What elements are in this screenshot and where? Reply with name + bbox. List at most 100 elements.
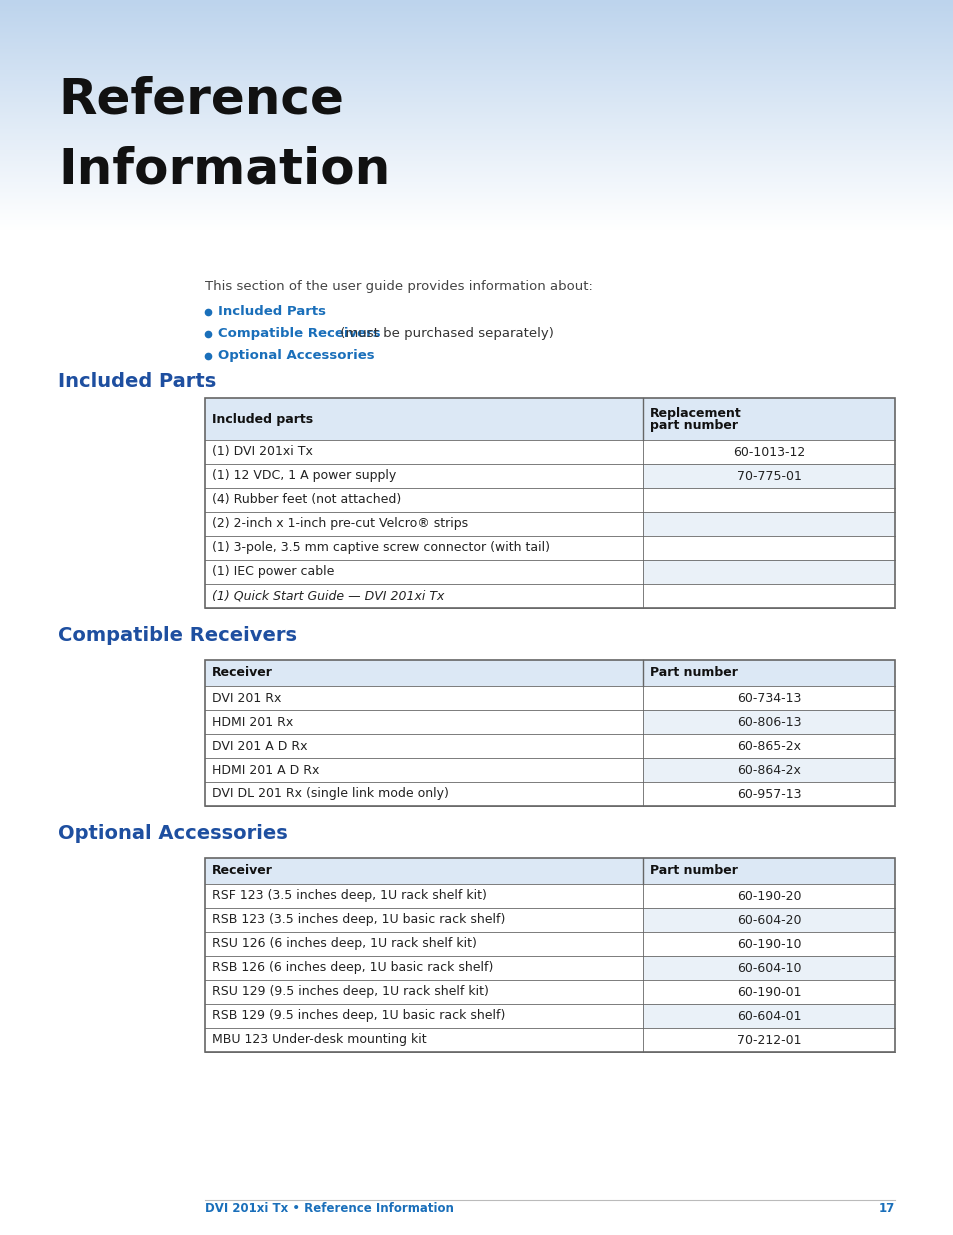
Text: RSB 123 (3.5 inches deep, 1U basic rack shelf): RSB 123 (3.5 inches deep, 1U basic rack … <box>212 914 505 926</box>
Bar <box>205 536 894 559</box>
Text: RSU 129 (9.5 inches deep, 1U rack shelf kit): RSU 129 (9.5 inches deep, 1U rack shelf … <box>212 986 488 999</box>
Bar <box>205 884 894 908</box>
Bar <box>642 734 894 758</box>
Text: 60-190-10: 60-190-10 <box>736 937 801 951</box>
Bar <box>205 858 894 1052</box>
Text: RSF 123 (3.5 inches deep, 1U rack shelf kit): RSF 123 (3.5 inches deep, 1U rack shelf … <box>212 889 486 903</box>
Bar <box>642 536 894 559</box>
Bar <box>205 398 894 608</box>
Bar <box>642 464 894 488</box>
Text: DVI DL 201 Rx (single link mode only): DVI DL 201 Rx (single link mode only) <box>212 788 449 800</box>
Bar <box>642 782 894 806</box>
Text: Reference: Reference <box>58 75 343 124</box>
Bar <box>205 513 894 536</box>
Bar <box>642 659 894 685</box>
Bar <box>642 488 894 513</box>
Bar <box>205 559 894 584</box>
Bar <box>205 584 894 608</box>
Text: 60-864-2x: 60-864-2x <box>737 763 801 777</box>
Bar <box>642 440 894 464</box>
Text: DVI 201xi Tx • Reference Information: DVI 201xi Tx • Reference Information <box>205 1202 454 1215</box>
Text: 70-775-01: 70-775-01 <box>736 469 801 483</box>
Bar <box>205 659 894 806</box>
Text: Included parts: Included parts <box>212 412 313 426</box>
Text: Receiver: Receiver <box>212 667 273 679</box>
Text: Optional Accessories: Optional Accessories <box>218 350 375 362</box>
Text: 60-957-13: 60-957-13 <box>736 788 801 800</box>
Bar <box>642 981 894 1004</box>
Bar <box>205 464 894 488</box>
Bar <box>642 398 894 440</box>
Bar <box>642 584 894 608</box>
Bar <box>642 956 894 981</box>
Text: Included Parts: Included Parts <box>58 372 216 391</box>
Bar <box>205 932 894 956</box>
Text: Compatible Receivers: Compatible Receivers <box>58 626 296 645</box>
Bar <box>642 884 894 908</box>
Text: Information: Information <box>58 144 390 193</box>
Text: 60-604-01: 60-604-01 <box>736 1009 801 1023</box>
Text: Compatible Receivers: Compatible Receivers <box>218 327 380 340</box>
Text: RSU 126 (6 inches deep, 1U rack shelf kit): RSU 126 (6 inches deep, 1U rack shelf ki… <box>212 937 476 951</box>
Bar <box>205 685 894 710</box>
Text: Optional Accessories: Optional Accessories <box>58 824 288 844</box>
Bar <box>205 398 642 440</box>
Bar <box>642 858 894 884</box>
Text: (4) Rubber feet (not attached): (4) Rubber feet (not attached) <box>212 494 401 506</box>
Bar <box>642 685 894 710</box>
Text: HDMI 201 A D Rx: HDMI 201 A D Rx <box>212 763 319 777</box>
Text: This section of the user guide provides information about:: This section of the user guide provides … <box>205 280 592 293</box>
Text: 60-806-13: 60-806-13 <box>736 715 801 729</box>
Text: Receiver: Receiver <box>212 864 273 878</box>
Text: part number: part number <box>649 419 738 432</box>
Text: RSB 126 (6 inches deep, 1U basic rack shelf): RSB 126 (6 inches deep, 1U basic rack sh… <box>212 962 493 974</box>
Text: 60-604-10: 60-604-10 <box>736 962 801 974</box>
Text: 60-865-2x: 60-865-2x <box>737 740 801 752</box>
Bar <box>205 710 894 734</box>
Text: DVI 201 Rx: DVI 201 Rx <box>212 692 281 704</box>
Text: (1) DVI 201xi Tx: (1) DVI 201xi Tx <box>212 446 313 458</box>
Text: (1) Quick Start Guide — DVI 201xi Tx: (1) Quick Start Guide — DVI 201xi Tx <box>212 589 444 603</box>
Bar <box>205 1004 894 1028</box>
Text: (1) 12 VDC, 1 A power supply: (1) 12 VDC, 1 A power supply <box>212 469 395 483</box>
Bar <box>642 908 894 932</box>
Bar <box>205 440 894 464</box>
Text: Replacement: Replacement <box>649 406 741 420</box>
Text: 60-604-20: 60-604-20 <box>736 914 801 926</box>
Text: 60-190-01: 60-190-01 <box>736 986 801 999</box>
Bar <box>0 230 953 1235</box>
Bar <box>205 659 642 685</box>
Bar <box>205 1028 894 1052</box>
Bar <box>642 513 894 536</box>
Bar <box>205 981 894 1004</box>
Bar <box>642 758 894 782</box>
Bar <box>642 1004 894 1028</box>
Bar <box>642 559 894 584</box>
Text: 17: 17 <box>878 1202 894 1215</box>
Bar <box>205 956 894 981</box>
Text: Part number: Part number <box>649 864 738 878</box>
Bar <box>642 710 894 734</box>
Text: 60-1013-12: 60-1013-12 <box>732 446 804 458</box>
Bar <box>642 932 894 956</box>
Bar <box>205 758 894 782</box>
Text: (must be purchased separately): (must be purchased separately) <box>335 327 553 340</box>
Text: MBU 123 Under-desk mounting kit: MBU 123 Under-desk mounting kit <box>212 1034 426 1046</box>
Text: Part number: Part number <box>649 667 738 679</box>
Text: DVI 201 A D Rx: DVI 201 A D Rx <box>212 740 307 752</box>
Text: (2) 2-inch x 1-inch pre-cut Velcro® strips: (2) 2-inch x 1-inch pre-cut Velcro® stri… <box>212 517 468 531</box>
Text: RSB 129 (9.5 inches deep, 1U basic rack shelf): RSB 129 (9.5 inches deep, 1U basic rack … <box>212 1009 505 1023</box>
Bar <box>642 1028 894 1052</box>
Text: HDMI 201 Rx: HDMI 201 Rx <box>212 715 293 729</box>
Bar <box>205 734 894 758</box>
Text: (1) IEC power cable: (1) IEC power cable <box>212 566 334 578</box>
Bar <box>205 782 894 806</box>
Text: (1) 3-pole, 3.5 mm captive screw connector (with tail): (1) 3-pole, 3.5 mm captive screw connect… <box>212 541 550 555</box>
Text: 70-212-01: 70-212-01 <box>736 1034 801 1046</box>
Bar <box>205 488 894 513</box>
Text: Included Parts: Included Parts <box>218 305 326 317</box>
Bar <box>205 908 894 932</box>
Bar <box>205 858 642 884</box>
Text: 60-190-20: 60-190-20 <box>736 889 801 903</box>
Text: 60-734-13: 60-734-13 <box>736 692 801 704</box>
